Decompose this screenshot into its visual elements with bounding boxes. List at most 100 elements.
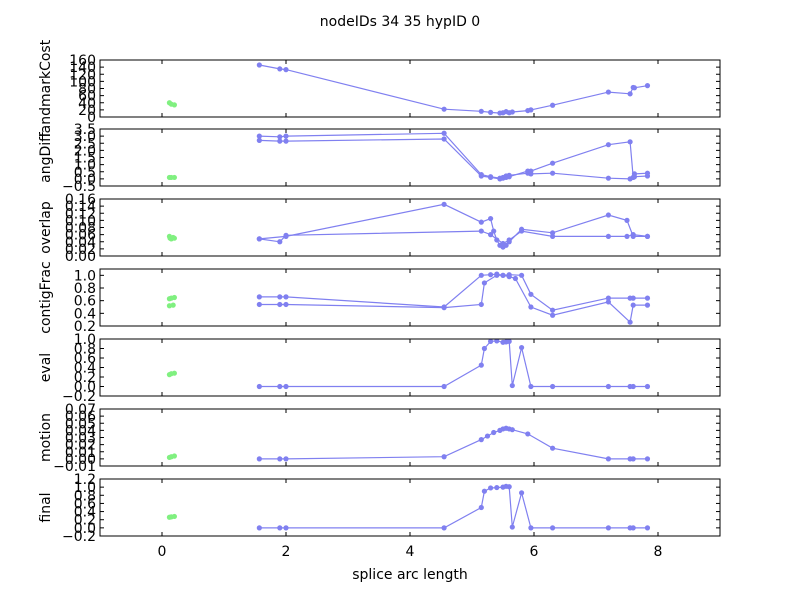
data-point xyxy=(506,274,512,280)
y-tick-label: 0.05 xyxy=(65,416,96,432)
y-tick-label: 0.2 xyxy=(74,319,96,335)
y-axis-label: motion xyxy=(38,413,54,462)
y-tick-label: 0.12 xyxy=(65,206,96,222)
series-line xyxy=(259,485,648,529)
data-point xyxy=(630,456,636,462)
y-tick-label: −0.2 xyxy=(62,389,96,405)
data-point xyxy=(624,233,630,240)
y-tick-label: 1.0 xyxy=(74,158,96,174)
data-point xyxy=(256,294,262,300)
data-point xyxy=(525,431,531,437)
y-tick-label: 140 xyxy=(69,60,96,76)
data-point xyxy=(488,174,494,181)
series-line xyxy=(259,274,648,324)
data-point xyxy=(277,456,283,462)
y-tick-label: 1.2 xyxy=(74,472,96,488)
data-point xyxy=(605,299,612,305)
data-point xyxy=(550,445,556,451)
data-point xyxy=(488,485,494,491)
data-point xyxy=(171,102,177,108)
data-point xyxy=(550,383,556,390)
y-tick-label: 0.6 xyxy=(74,351,96,367)
data-point xyxy=(644,295,651,301)
data-point xyxy=(283,294,289,300)
data-point xyxy=(277,239,283,245)
y-tick-label: −0.01 xyxy=(53,459,96,475)
y-tick-label: 0.4 xyxy=(74,361,96,377)
data-point xyxy=(519,272,525,278)
data-layer xyxy=(166,62,651,116)
subplot-stack: 020406080100120140160landmarkCost−0.50.0… xyxy=(38,39,721,560)
y-tick-label: 0.0 xyxy=(74,172,96,188)
y-tick-label: 0.4 xyxy=(74,306,96,322)
data-point xyxy=(491,429,497,436)
y-tick-label: 2.5 xyxy=(74,136,96,152)
y-tick-label: 0.02 xyxy=(65,438,96,454)
data-point xyxy=(519,228,525,234)
data-point xyxy=(605,89,612,95)
data-point xyxy=(550,312,556,318)
data-point xyxy=(506,484,512,490)
data-point xyxy=(256,137,262,143)
y-tick-label: 0.16 xyxy=(65,192,96,208)
data-layer xyxy=(166,201,651,250)
data-point xyxy=(605,295,612,301)
data-point xyxy=(491,228,497,234)
y-tick-label: 80 xyxy=(78,82,96,98)
data-point xyxy=(283,456,289,462)
data-point xyxy=(550,525,556,531)
y-tick-label: 2.0 xyxy=(74,143,96,159)
data-point xyxy=(441,525,447,531)
data-point xyxy=(171,235,177,241)
x-axis-label: splice arc length xyxy=(352,567,468,583)
data-point xyxy=(644,456,651,462)
data-point xyxy=(627,91,633,97)
subplot-overlap: 0.000.020.040.060.080.100.120.140.16 over… xyxy=(38,192,721,265)
y-tick-label: 40 xyxy=(78,96,96,112)
data-point xyxy=(528,304,534,310)
y-tick-label: −0.2 xyxy=(62,529,96,545)
data-point xyxy=(478,437,484,443)
data-layer xyxy=(166,425,651,462)
data-point xyxy=(256,525,262,531)
y-tick-label: 0.02 xyxy=(65,242,96,258)
data-point xyxy=(627,139,633,145)
data-point xyxy=(644,83,651,89)
y-tick-label: 0.00 xyxy=(65,249,96,265)
y-axis-label: overlap xyxy=(38,201,54,254)
data-point xyxy=(509,382,515,389)
y-tick-label: 0.06 xyxy=(65,409,96,425)
data-point xyxy=(605,383,612,390)
data-point xyxy=(644,170,651,176)
data-point xyxy=(528,291,534,297)
subplot-frame xyxy=(99,338,721,397)
series-line xyxy=(259,340,648,388)
y-tick-label: 0.6 xyxy=(74,294,96,310)
data-point xyxy=(283,67,289,73)
subplot-frame xyxy=(99,128,721,187)
y-tick-label: 0.06 xyxy=(65,228,96,244)
data-layer xyxy=(166,483,651,531)
data-point xyxy=(644,383,651,390)
data-point xyxy=(277,66,283,72)
data-point xyxy=(478,108,484,114)
y-tick-label: 0.14 xyxy=(65,199,96,215)
data-point xyxy=(630,383,636,390)
subplot-frame xyxy=(99,59,721,118)
data-layer xyxy=(166,130,651,182)
data-point xyxy=(481,280,487,286)
subplot-angDiff: −0.50.00.51.01.52.02.53.03.5 angDiff xyxy=(38,122,721,195)
y-tick-label: 0.8 xyxy=(74,281,96,297)
data-point xyxy=(256,456,262,462)
data-point xyxy=(283,133,289,139)
y-tick-label: 0.0 xyxy=(74,521,96,537)
y-tick-label: 1.5 xyxy=(74,151,96,167)
y-tick-label: 0.0 xyxy=(74,380,96,396)
data-point xyxy=(488,215,494,222)
data-point xyxy=(478,504,484,511)
data-point xyxy=(256,301,262,308)
data-point xyxy=(500,272,506,278)
data-point xyxy=(484,433,491,439)
series-line xyxy=(259,132,648,179)
